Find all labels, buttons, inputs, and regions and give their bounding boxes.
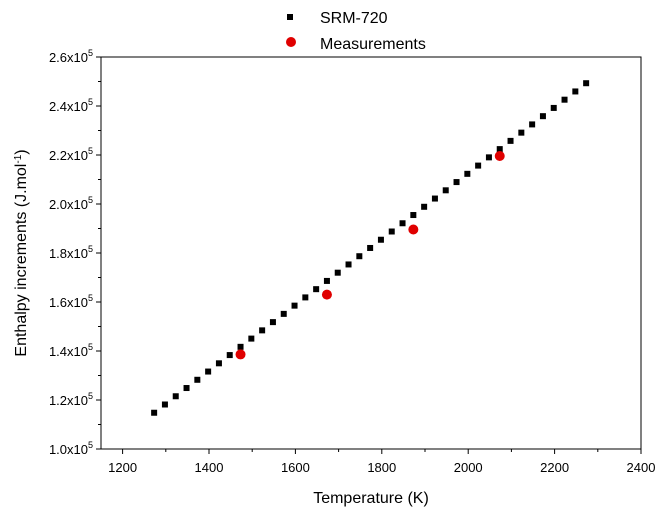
srm-720-point bbox=[421, 203, 428, 210]
srm-720-point bbox=[345, 261, 352, 268]
y-axis-label: Enthalpy increments (J.mol-1) bbox=[13, 149, 31, 356]
srm-720-point bbox=[367, 244, 374, 251]
srm-720-point bbox=[485, 154, 492, 161]
srm-720-point bbox=[431, 195, 438, 202]
legend: SRM-720 Measurements bbox=[286, 10, 426, 53]
srm-720-point bbox=[529, 121, 536, 128]
srm-720-point bbox=[496, 146, 503, 153]
x-tick-label: 2200 bbox=[540, 460, 569, 475]
srm-720-point bbox=[194, 376, 201, 383]
srm-720-point bbox=[205, 368, 212, 375]
plot-area: 1200 1400 1600 1800 2000 2200 2400 1.0x105 1.2x… bbox=[49, 48, 656, 475]
srm-720-point bbox=[183, 385, 190, 392]
srm-720-point bbox=[561, 96, 568, 103]
srm-720-point bbox=[259, 327, 266, 334]
y-tick-label: 1.2x105 bbox=[49, 391, 93, 408]
measurement-point bbox=[494, 150, 505, 161]
y-tick-label: 2.2x105 bbox=[49, 146, 93, 163]
srm-720-point bbox=[334, 269, 341, 276]
srm-720-point bbox=[539, 113, 546, 120]
srm-720-point bbox=[356, 253, 363, 260]
srm-720-point bbox=[388, 228, 395, 235]
srm-720-point bbox=[313, 286, 320, 293]
srm-720-point bbox=[161, 401, 168, 408]
series-measurements bbox=[235, 150, 505, 360]
srm-720-point bbox=[518, 129, 525, 136]
srm-720-point bbox=[280, 310, 287, 317]
series-srm-720 bbox=[151, 80, 590, 416]
legend-label-srm-720: SRM-720 bbox=[320, 10, 388, 27]
srm-720-point bbox=[399, 220, 406, 227]
y-tick-label: 1.4x105 bbox=[49, 342, 93, 359]
y-tick-label: 1.6x105 bbox=[49, 293, 93, 310]
srm-720-point bbox=[302, 294, 309, 301]
plot-frame bbox=[100, 56, 642, 450]
x-tick-label: 2400 bbox=[627, 460, 656, 475]
srm-720-point bbox=[215, 360, 222, 367]
srm-720-point bbox=[151, 409, 158, 416]
y-axis-label-sup: -1 bbox=[13, 154, 24, 163]
x-tick-label: 1200 bbox=[108, 460, 137, 475]
y-axis-label-close: ) bbox=[13, 149, 30, 154]
srm-720-point bbox=[572, 88, 579, 95]
srm-720-point bbox=[248, 335, 255, 342]
srm-720-point bbox=[453, 179, 460, 186]
srm-720-point bbox=[226, 352, 233, 359]
x-tick-label: 1400 bbox=[195, 460, 224, 475]
measurement-point bbox=[408, 224, 419, 235]
srm-720-point bbox=[507, 137, 514, 144]
srm-720-point bbox=[464, 170, 471, 177]
srm-720-point bbox=[172, 393, 179, 400]
x-tick-label: 1800 bbox=[367, 460, 396, 475]
measurement-point bbox=[235, 349, 246, 360]
y-axis-label-main: Enthalpy increments (J.mol bbox=[13, 164, 30, 357]
x-axis: 1200 1400 1600 1800 2000 2200 2400 bbox=[108, 449, 655, 475]
legend-marker-srm-720 bbox=[287, 14, 293, 20]
srm-720-point bbox=[377, 236, 384, 243]
y-tick-label: 2.6x105 bbox=[49, 48, 93, 65]
srm-720-point bbox=[475, 162, 482, 169]
y-axis: 1.0x105 1.2x105 1.4x105 1.6x105 1.8x105 2.0x1… bbox=[49, 48, 101, 457]
x-tick-label: 1600 bbox=[281, 460, 310, 475]
x-tick-label: 2000 bbox=[454, 460, 483, 475]
y-tick-label: 1.0x105 bbox=[49, 440, 93, 457]
y-tick-label: 1.8x105 bbox=[49, 244, 93, 261]
srm-720-point bbox=[237, 343, 244, 350]
x-axis-label: Temperature (K) bbox=[313, 490, 429, 507]
y-tick-label: 2.0x105 bbox=[49, 195, 93, 212]
measurement-point bbox=[321, 289, 332, 300]
srm-720-point bbox=[410, 212, 417, 219]
srm-720-point bbox=[550, 104, 557, 111]
y-tick-label: 2.4x105 bbox=[49, 97, 93, 114]
srm-720-point bbox=[583, 80, 590, 87]
srm-720-point bbox=[269, 319, 276, 326]
legend-marker-measurements bbox=[286, 37, 296, 47]
legend-label-measurements: Measurements bbox=[320, 36, 426, 53]
srm-720-point bbox=[323, 277, 330, 284]
srm-720-point bbox=[442, 187, 449, 194]
srm-720-point bbox=[291, 302, 298, 309]
